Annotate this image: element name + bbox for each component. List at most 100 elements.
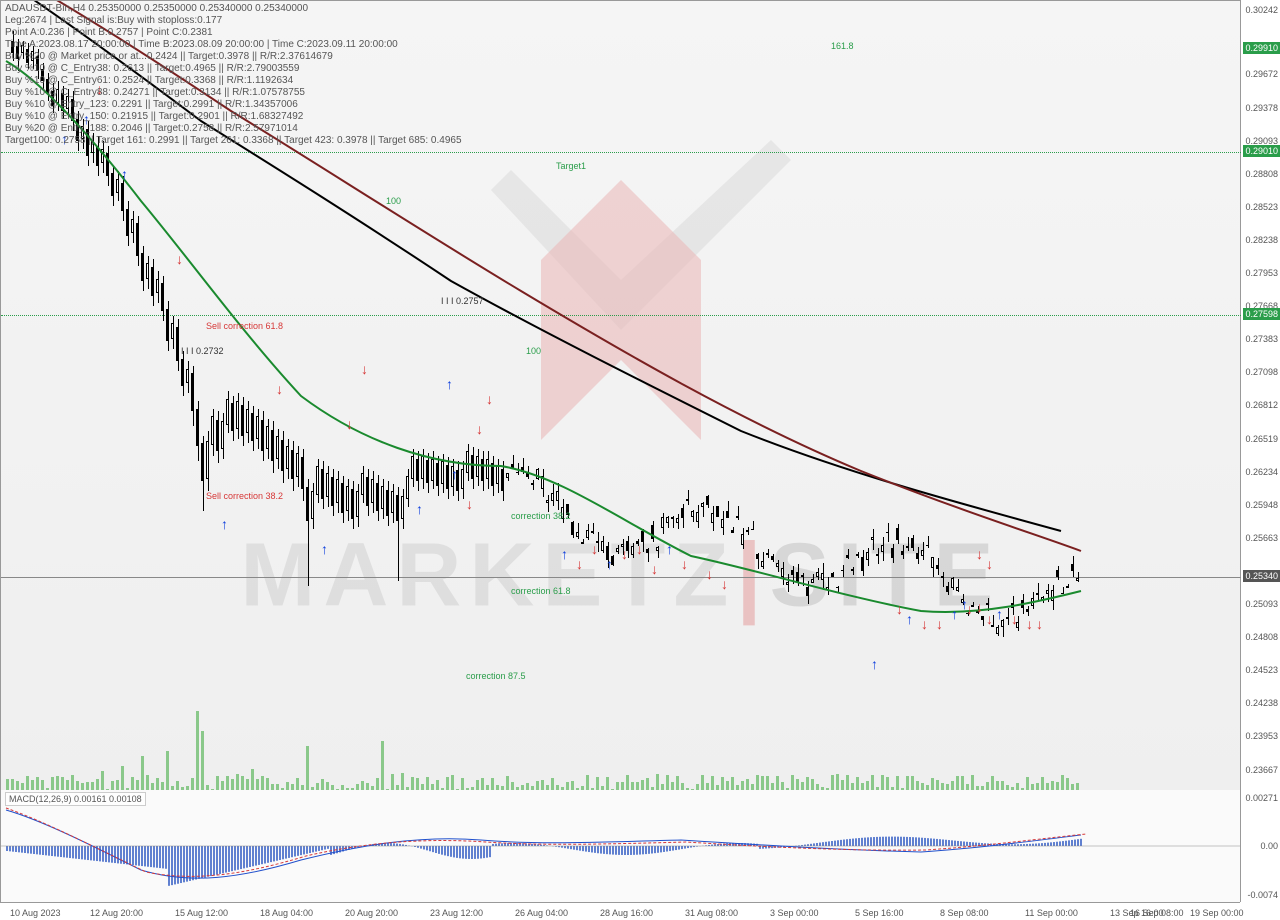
chart-annotation: Target1 <box>556 161 586 171</box>
y-tick: 0.30242 <box>1245 5 1278 15</box>
buy-arrow-icon: ↑ <box>416 501 423 517</box>
y-tick: 0.24808 <box>1245 632 1278 642</box>
y-tick: 0.25948 <box>1245 500 1278 510</box>
y-tick: 0.25093 <box>1245 599 1278 609</box>
chart-info-block: ADAUSDT-Bin,H4 0.25350000 0.25350000 0.2… <box>5 3 462 147</box>
chart-annotation: correction 38.2 <box>511 511 571 521</box>
y-tick: 0.29010 <box>1243 145 1280 157</box>
sell-arrow-icon: ↓ <box>721 576 728 592</box>
macd-y-tick: 0.00271 <box>1245 793 1278 803</box>
sell-arrow-icon: ↓ <box>576 556 583 572</box>
macd-y-axis: 0.002710.00-0.0074 <box>1240 790 1280 902</box>
price-y-axis: 0.302420.299100.296720.293780.290930.290… <box>1240 0 1280 790</box>
y-tick: 0.27953 <box>1245 268 1278 278</box>
sell-arrow-icon: ↓ <box>986 611 993 627</box>
sell-arrow-icon: ↓ <box>976 546 983 562</box>
y-tick: 0.29910 <box>1243 42 1280 54</box>
chart-annotation: Sell correction 38.2 <box>206 491 283 501</box>
sell-arrow-icon: ↓ <box>591 541 598 557</box>
buy20-188-line: Buy %20 @ Entry_188: 0.2046 || Target:0.… <box>5 123 462 135</box>
sell-arrow-icon: ↓ <box>621 546 628 562</box>
y-tick: 0.25663 <box>1245 533 1278 543</box>
chart-annotation: I I I 0.2757 <box>441 296 484 306</box>
time-x-axis: 10 Aug 2023 12 Aug 20:00 15 Aug 12:00 18 Au… <box>0 902 1240 920</box>
sell-arrow-icon: ↓ <box>896 601 903 617</box>
y-tick: 0.24238 <box>1245 698 1278 708</box>
chart-annotation: correction 87.5 <box>466 671 526 681</box>
target-line: Target100: 0.2758 || Target 161: 0.2991 … <box>5 135 462 147</box>
buy-arrow-icon: ↑ <box>606 556 613 572</box>
chart-annotation: correction 61.8 <box>511 586 571 596</box>
y-tick: 0.25340 <box>1243 570 1280 582</box>
symbol-line: ADAUSDT-Bin,H4 0.25350000 0.25350000 0.2… <box>5 3 462 15</box>
sell-arrow-icon: ↓ <box>346 416 353 432</box>
chart-annotation: 161.8 <box>831 41 854 51</box>
y-tick: 0.28523 <box>1245 202 1278 212</box>
sell-arrow-icon: ↓ <box>651 561 658 577</box>
sell-arrow-icon: ↓ <box>476 421 483 437</box>
x-tick: 16 Sep 08:00 <box>1130 908 1184 918</box>
sell-arrow-icon: ↓ <box>486 391 493 407</box>
sell-arrow-icon: ↓ <box>976 599 983 615</box>
macd-container[interactable]: MACD(12,26,9) 0.00161 0.00108 <box>0 790 1240 902</box>
chart-plot-area[interactable]: MARKETZ|SITE ADAUSDT-Bin,H4 0.25350000 0… <box>1 1 1241 791</box>
x-tick: 15 Aug 12:00 <box>175 908 228 918</box>
y-tick: 0.27598 <box>1243 308 1280 320</box>
sell-arrow-icon: ↓ <box>1036 616 1043 632</box>
y-tick: 0.27383 <box>1245 334 1278 344</box>
buy10-150-line: Buy %10 @ Entry_150: 0.21915 || Target:0… <box>5 111 462 123</box>
y-tick: 0.24523 <box>1245 665 1278 675</box>
buy-arrow-icon: ↑ <box>561 546 568 562</box>
buy-arrow-icon: ↑ <box>996 606 1003 622</box>
x-tick: 10 Aug 2023 <box>10 908 61 918</box>
chart-annotation: Sell correction 61.8 <box>206 321 283 331</box>
sell-arrow-icon: ↓ <box>706 566 713 582</box>
x-tick: 19 Sep 00:00 <box>1190 908 1244 918</box>
y-tick: 0.26812 <box>1245 400 1278 410</box>
sell-arrow-icon: ↓ <box>1011 611 1018 627</box>
leg-line: Leg:2674 | Last Signal is:Buy with stopl… <box>5 15 462 27</box>
x-tick: 31 Aug 08:00 <box>685 908 738 918</box>
sell-arrow-icon: ↓ <box>986 556 993 572</box>
sell-arrow-icon: ↓ <box>1026 616 1033 632</box>
sell-arrow-icon: ↓ <box>636 541 643 557</box>
x-tick: 5 Sep 16:00 <box>855 908 904 918</box>
x-tick: 20 Aug 20:00 <box>345 908 398 918</box>
buy-arrow-icon: ↑ <box>121 166 128 182</box>
x-tick: 11 Sep 00:00 <box>1025 908 1078 918</box>
y-tick: 0.28238 <box>1245 235 1278 245</box>
buy-arrow-icon: ↑ <box>871 656 878 672</box>
y-tick: 0.29672 <box>1245 69 1278 79</box>
x-tick: 18 Aug 04:00 <box>260 908 313 918</box>
x-tick: 28 Aug 16:00 <box>600 908 653 918</box>
buy10-88-line: Buy %10 @ C_Entry88: 0.24271 || Target:0… <box>5 87 462 99</box>
buy-arrow-icon: ↑ <box>666 541 673 557</box>
y-tick: 0.26234 <box>1245 467 1278 477</box>
buy-arrow-icon: ↑ <box>446 376 453 392</box>
buy-arrow-icon: ↑ <box>451 466 458 482</box>
macd-svg <box>1 790 1241 902</box>
x-tick: 12 Aug 20:00 <box>90 908 143 918</box>
sell-arrow-icon: ↓ <box>361 361 368 377</box>
x-tick: 8 Sep 08:00 <box>940 908 989 918</box>
y-tick: 0.23667 <box>1245 765 1278 775</box>
main-chart-container[interactable]: MARKETZ|SITE ADAUSDT-Bin,H4 0.25350000 0… <box>0 0 1240 790</box>
y-tick: 0.26519 <box>1245 434 1278 444</box>
y-tick: 0.27098 <box>1245 367 1278 377</box>
x-tick: 3 Sep 00:00 <box>770 908 819 918</box>
buy10-38-line: Buy %10 @ C_Entry38: 0.2613 || Target:0.… <box>5 63 462 75</box>
buy-arrow-icon: ↑ <box>961 596 968 612</box>
buy-arrow-icon: ↑ <box>221 516 228 532</box>
sell-arrow-icon: ↓ <box>681 556 688 572</box>
buy-arrow-icon: ↑ <box>321 541 328 557</box>
y-tick: 0.23953 <box>1245 731 1278 741</box>
y-tick: 0.28808 <box>1245 169 1278 179</box>
buy10-123-line: Buy %10 @ Entry_123: 0.2291 || Target:0.… <box>5 99 462 111</box>
sell-arrow-icon: ↓ <box>276 381 283 397</box>
chart-annotation: 100 <box>386 196 401 206</box>
y-tick: 0.29378 <box>1245 103 1278 113</box>
chart-annotation: 100 <box>526 346 541 356</box>
x-tick: 23 Aug 12:00 <box>430 908 483 918</box>
macd-plot-area: MACD(12,26,9) 0.00161 0.00108 <box>1 790 1241 902</box>
sell-arrow-icon: ↓ <box>921 616 928 632</box>
